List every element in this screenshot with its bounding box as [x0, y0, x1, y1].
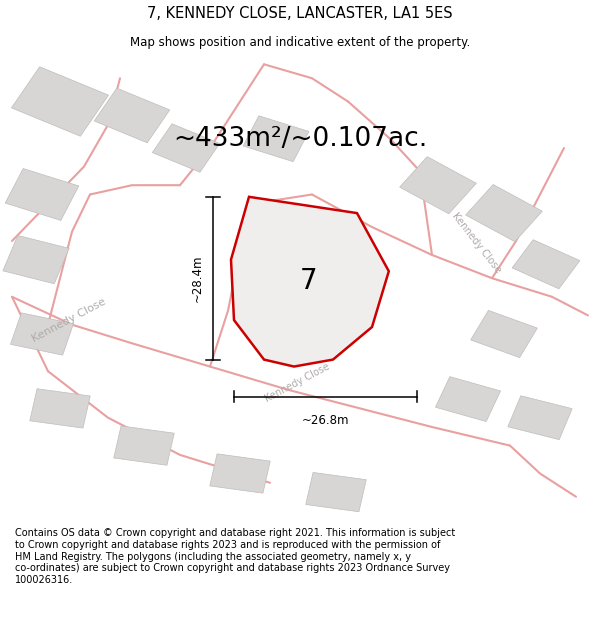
- Polygon shape: [10, 313, 74, 355]
- Text: Contains OS data © Crown copyright and database right 2021. This information is : Contains OS data © Crown copyright and d…: [15, 528, 455, 585]
- Polygon shape: [94, 88, 170, 142]
- Text: 7, KENNEDY CLOSE, LANCASTER, LA1 5ES: 7, KENNEDY CLOSE, LANCASTER, LA1 5ES: [147, 6, 453, 21]
- Text: Kennedy Close: Kennedy Close: [31, 296, 107, 344]
- Polygon shape: [231, 197, 389, 366]
- Text: ~28.4m: ~28.4m: [191, 254, 204, 302]
- Polygon shape: [243, 116, 309, 162]
- Text: Kennedy Close: Kennedy Close: [263, 361, 331, 404]
- Polygon shape: [3, 236, 69, 284]
- Polygon shape: [210, 454, 270, 493]
- Polygon shape: [508, 396, 572, 439]
- Polygon shape: [30, 389, 90, 428]
- Polygon shape: [512, 240, 580, 289]
- Text: Map shows position and indicative extent of the property.: Map shows position and indicative extent…: [130, 36, 470, 49]
- Text: ~26.8m: ~26.8m: [302, 414, 349, 428]
- Polygon shape: [11, 67, 109, 136]
- Text: Kennedy Close: Kennedy Close: [451, 211, 503, 276]
- Polygon shape: [466, 184, 542, 242]
- Polygon shape: [5, 169, 79, 221]
- Polygon shape: [114, 426, 174, 465]
- Polygon shape: [470, 311, 538, 358]
- Polygon shape: [306, 472, 366, 512]
- Text: ~433m²/~0.107ac.: ~433m²/~0.107ac.: [173, 126, 427, 152]
- Text: 7: 7: [300, 266, 318, 294]
- Polygon shape: [152, 124, 220, 172]
- Polygon shape: [436, 377, 500, 421]
- Polygon shape: [400, 157, 476, 214]
